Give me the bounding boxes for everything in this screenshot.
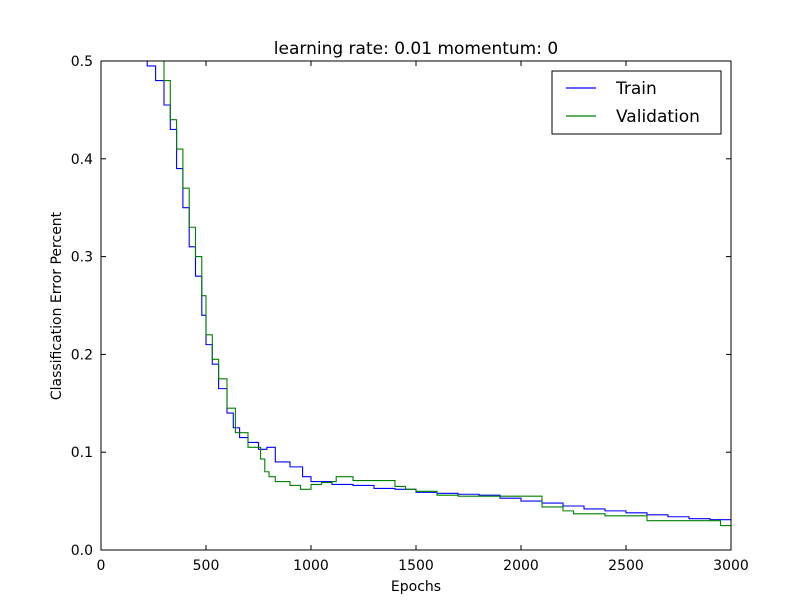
y-tick-label: 0.3 xyxy=(71,250,93,266)
legend-box xyxy=(551,70,722,135)
legend: Train Validation xyxy=(551,70,722,135)
legend-label-train: Train xyxy=(615,79,657,99)
x-tick-label: 2500 xyxy=(608,558,644,574)
x-tick-label: 1000 xyxy=(293,558,329,574)
y-axis-label: Classification Error Percent xyxy=(49,211,65,400)
chart-title: learning rate: 0.01 momentum: 0 xyxy=(274,39,558,59)
x-tick-label: 2000 xyxy=(503,558,539,574)
y-tick-label: 0.2 xyxy=(71,347,93,363)
x-tick-label: 0 xyxy=(97,558,106,574)
x-tick-label: 500 xyxy=(193,558,220,574)
legend-label-validation: Validation xyxy=(616,107,700,127)
x-axis-label: Epochs xyxy=(391,579,441,595)
series-line-validation xyxy=(101,60,731,527)
x-tick-label: 3000 xyxy=(713,558,749,574)
y-tick-label: 0.4 xyxy=(71,152,93,168)
x-tick-label: 1500 xyxy=(398,558,434,574)
y-tick-label: 0.0 xyxy=(71,543,93,559)
y-tick-label: 0.5 xyxy=(71,54,93,70)
y-tick-label: 0.1 xyxy=(71,445,93,461)
